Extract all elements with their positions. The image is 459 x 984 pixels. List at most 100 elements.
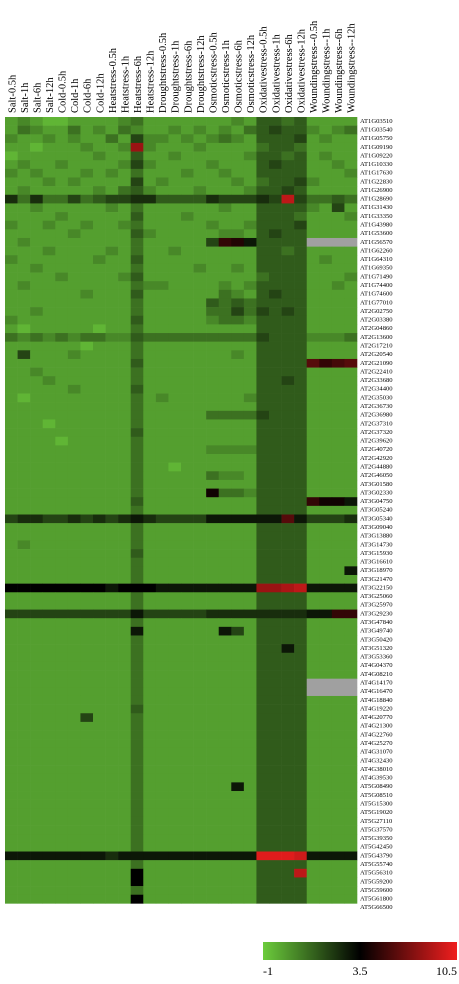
heatmap-cell: [118, 756, 132, 766]
heatmap-cell: [17, 212, 31, 221]
heatmap-cell: [67, 229, 81, 239]
heatmap-cell: [118, 566, 132, 576]
heatmap-cell: [306, 773, 320, 783]
heatmap-cell: [143, 868, 157, 878]
heatmap-cell: [55, 739, 69, 749]
heatmap-cell: [5, 237, 18, 247]
heatmap-cell: [155, 168, 169, 178]
heatmap-cell: [143, 298, 157, 308]
heatmap-cell: [42, 825, 56, 835]
heatmap-cell: [269, 661, 282, 671]
heatmap-cell: [344, 566, 358, 576]
heatmap-cell: [319, 505, 333, 515]
heatmap-cell: [243, 384, 257, 394]
heatmap-cell: [331, 618, 345, 628]
heatmap-cell: [80, 471, 94, 481]
heatmap-cell: [294, 721, 308, 731]
heatmap-cell: [155, 851, 169, 861]
heatmap-cell: [30, 557, 44, 567]
column-label: Heatstress-1h: [120, 55, 131, 113]
heatmap-cell: [118, 177, 132, 187]
heatmap-cell: [80, 860, 94, 870]
heatmap-cell: [30, 842, 44, 852]
heatmap-cell: [344, 410, 358, 420]
heatmap-cell: [181, 454, 194, 463]
heatmap-cell: [80, 134, 94, 144]
heatmap-cell: [55, 341, 69, 351]
heatmap-cell: [93, 160, 106, 170]
heatmap-cell: [155, 203, 169, 213]
heatmap-cell: [206, 860, 220, 870]
heatmap-cell: [130, 566, 144, 576]
heatmap-cell: [118, 851, 132, 861]
heatmap-cell: [155, 160, 169, 170]
heatmap-cell: [143, 117, 157, 126]
heatmap-cell: [306, 488, 320, 498]
heatmap-cell: [206, 799, 220, 809]
heatmap-cell: [181, 186, 194, 196]
heatmap-cell: [218, 393, 232, 403]
heatmap-cell: [281, 505, 295, 515]
heatmap-cell: [80, 730, 94, 740]
heatmap-cell: [331, 384, 345, 394]
heatmap-cell: [130, 540, 144, 550]
heatmap-cell: [5, 791, 18, 800]
heatmap-cell: [67, 687, 81, 697]
heatmap-cell: [243, 808, 257, 818]
heatmap-cell: [93, 289, 106, 299]
heatmap-cell: [294, 773, 308, 783]
heatmap-cell: [181, 471, 194, 481]
heatmap-cell: [344, 488, 358, 498]
heatmap-cell: [67, 134, 81, 144]
heatmap-cell: [55, 505, 69, 515]
heatmap-cell: [181, 445, 194, 455]
heatmap-cell: [206, 505, 220, 515]
heatmap-cell: [130, 816, 144, 826]
heatmap-cell: [118, 168, 132, 178]
heatmap-cell: [17, 574, 31, 584]
heatmap-cell: [17, 246, 31, 256]
row-label: AT3G29230: [360, 610, 393, 617]
heatmap-cell: [55, 177, 69, 187]
heatmap-cell: [42, 756, 56, 766]
heatmap-cell: [55, 350, 69, 360]
heatmap-cell: [344, 808, 358, 818]
heatmap-cell: [193, 125, 207, 135]
heatmap-cell: [206, 350, 220, 360]
heatmap-cell: [80, 695, 94, 705]
heatmap-cell: [155, 445, 169, 455]
heatmap-cell: [17, 177, 31, 187]
heatmap-cell: [5, 341, 18, 351]
heatmap-cell: [30, 324, 44, 334]
heatmap-cell: [344, 765, 358, 775]
heatmap-cell: [344, 229, 358, 239]
heatmap-cell: [256, 886, 270, 896]
heatmap-cell: [143, 168, 157, 178]
heatmap-cell: [294, 289, 308, 299]
row-label: AT4G39530: [360, 775, 393, 782]
heatmap-cell: [218, 177, 232, 187]
heatmap-cell: [319, 747, 333, 757]
heatmap-cell: [118, 341, 132, 351]
heatmap-cell: [168, 134, 182, 144]
heatmap-cell: [181, 773, 194, 783]
heatmap-cell: [55, 842, 69, 852]
heatmap-cell: [118, 894, 132, 904]
heatmap-cell: [67, 220, 81, 230]
heatmap-cell: [319, 151, 333, 161]
heatmap-cell: [105, 808, 119, 818]
heatmap-cell: [331, 402, 345, 412]
heatmap-cell: [218, 376, 232, 386]
heatmap-cell: [319, 358, 333, 368]
row-label: AT3G15930: [360, 550, 393, 557]
heatmap-cell: [105, 618, 119, 628]
row-label: AT1G43980: [360, 222, 393, 229]
heatmap-cell: [80, 350, 94, 360]
heatmap-cell: [143, 566, 157, 576]
heatmap-cell: [218, 134, 232, 144]
heatmap-cell: [30, 652, 44, 662]
heatmap-cell: [17, 333, 31, 342]
heatmap-cell: [281, 454, 295, 463]
heatmap-cell: [105, 454, 119, 463]
heatmap-cell: [168, 315, 182, 325]
